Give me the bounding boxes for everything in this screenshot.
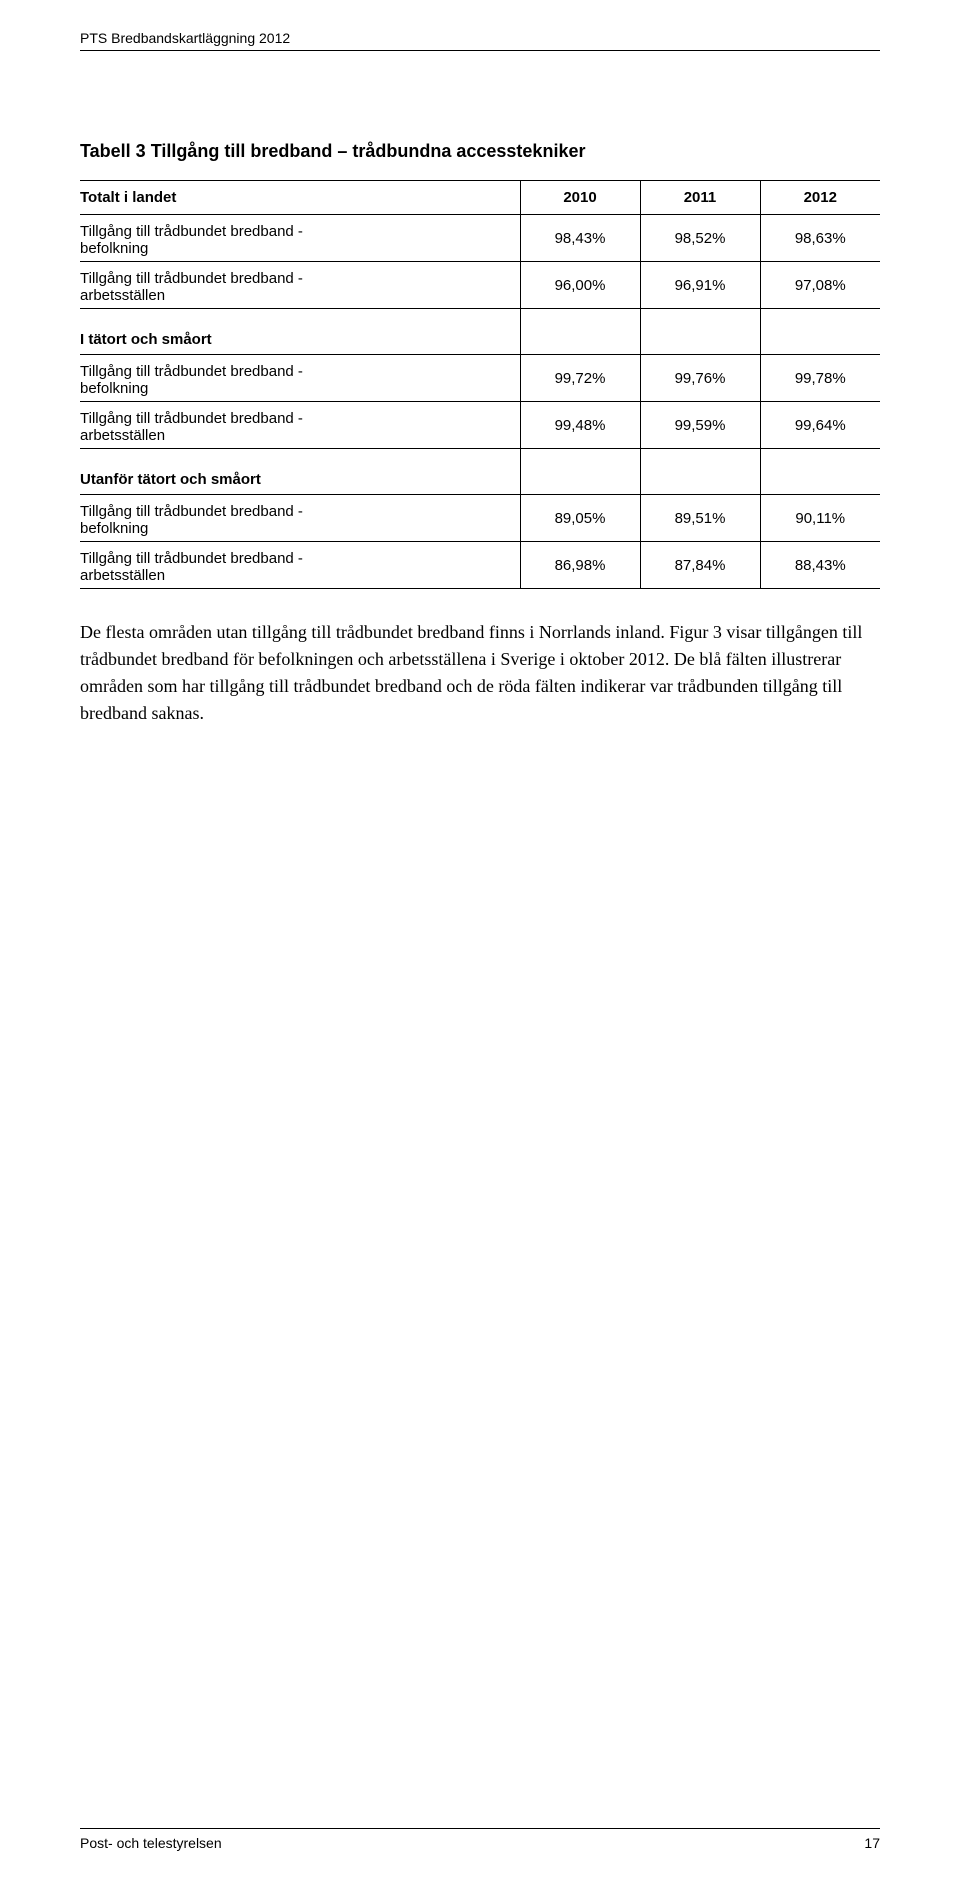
row-label: Tillgång till trådbundet bredband - arbe… [80, 262, 520, 309]
page-header: PTS Bredbandskartläggning 2012 [80, 30, 880, 51]
year-header: 2012 [760, 181, 880, 215]
data-table: Totalt i landet 2010 2011 2012 Tillgång … [80, 180, 880, 589]
footer-page-number: 17 [864, 1835, 880, 1851]
footer-left: Post- och telestyrelsen [80, 1835, 222, 1851]
cell-value: 99,64% [760, 402, 880, 449]
cell-value: 90,11% [760, 495, 880, 542]
section-heading: Utanför tätort och småort [80, 449, 520, 495]
year-header: 2010 [520, 181, 640, 215]
row-label: Tillgång till trådbundet bredband - arbe… [80, 542, 520, 589]
cell-value: 96,00% [520, 262, 640, 309]
cell-value: 98,63% [760, 215, 880, 262]
cell-value: 88,43% [760, 542, 880, 589]
cell-value: 98,43% [520, 215, 640, 262]
row-label: Tillgång till trådbundet bredband - befo… [80, 355, 520, 402]
table-title: Tabell 3 Tillgång till bredband – trådbu… [80, 141, 880, 162]
cell-value: 89,05% [520, 495, 640, 542]
cell-value: 99,59% [640, 402, 760, 449]
year-header: 2011 [640, 181, 760, 215]
row-label: Tillgång till trådbundet bredband - befo… [80, 215, 520, 262]
section-heading: I tätort och småort [80, 309, 520, 355]
cell-value: 99,78% [760, 355, 880, 402]
cell-value: 98,52% [640, 215, 760, 262]
cell-value: 97,08% [760, 262, 880, 309]
cell-value: 96,91% [640, 262, 760, 309]
body-paragraph: De flesta områden utan tillgång till trå… [80, 619, 880, 727]
cell-value: 99,76% [640, 355, 760, 402]
cell-value: 87,84% [640, 542, 760, 589]
cell-value: 86,98% [520, 542, 640, 589]
row-label: Tillgång till trådbundet bredband - arbe… [80, 402, 520, 449]
cell-value: 89,51% [640, 495, 760, 542]
cell-value: 99,48% [520, 402, 640, 449]
cell-value: 99,72% [520, 355, 640, 402]
row-label: Tillgång till trådbundet bredband - befo… [80, 495, 520, 542]
page-footer: Post- och telestyrelsen 17 [80, 1828, 880, 1851]
section-heading: Totalt i landet [80, 181, 520, 215]
